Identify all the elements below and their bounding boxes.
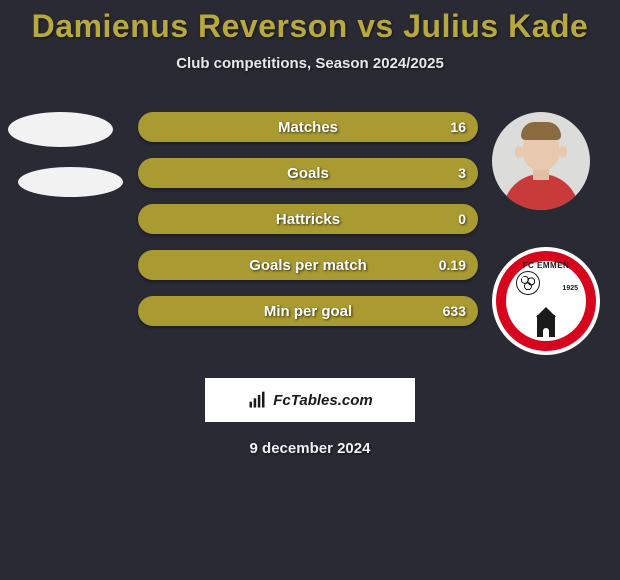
stat-value-right: 0.19 [439, 257, 466, 273]
watermark-text: FcTables.com [273, 392, 372, 409]
stat-label: Min per goal [264, 303, 352, 320]
ball-icon [516, 271, 540, 295]
player-left-club-logo [18, 167, 123, 197]
stat-row: Hattricks 0 [138, 204, 478, 234]
stat-label: Hattricks [276, 211, 340, 228]
stat-row: Min per goal 633 [138, 296, 478, 326]
stats-bars: Matches 16 Goals 3 Hattricks 0 Goals per match… [138, 112, 478, 342]
stat-value-right: 0 [458, 211, 466, 227]
stat-value-right: 16 [450, 119, 466, 135]
player-left-avatar [8, 112, 113, 147]
chart-icon [247, 390, 267, 410]
comparison-area: FC EMMEN 1925 Matches 16 Goals 3 Hattricks 0 G… [0, 112, 620, 362]
stat-value-right: 633 [443, 303, 466, 319]
stat-row: Matches 16 [138, 112, 478, 142]
player-right-club-logo: FC EMMEN 1925 [492, 247, 600, 355]
page-title: Damienus Reverson vs Julius Kade [0, 8, 620, 45]
club-name: FC EMMEN [492, 261, 600, 270]
stat-label: Goals [287, 165, 329, 182]
stat-row: Goals per match 0.19 [138, 250, 478, 280]
player-right-avatar [492, 112, 590, 210]
watermark: FcTables.com [205, 378, 415, 422]
date: 9 december 2024 [0, 440, 620, 457]
stat-row: Goals 3 [138, 158, 478, 188]
stat-label: Matches [278, 119, 338, 136]
castle-icon [530, 303, 562, 337]
club-year: 1925 [562, 285, 578, 292]
stat-value-right: 3 [458, 165, 466, 181]
subtitle: Club competitions, Season 2024/2025 [0, 55, 620, 72]
stat-label: Goals per match [249, 257, 367, 274]
